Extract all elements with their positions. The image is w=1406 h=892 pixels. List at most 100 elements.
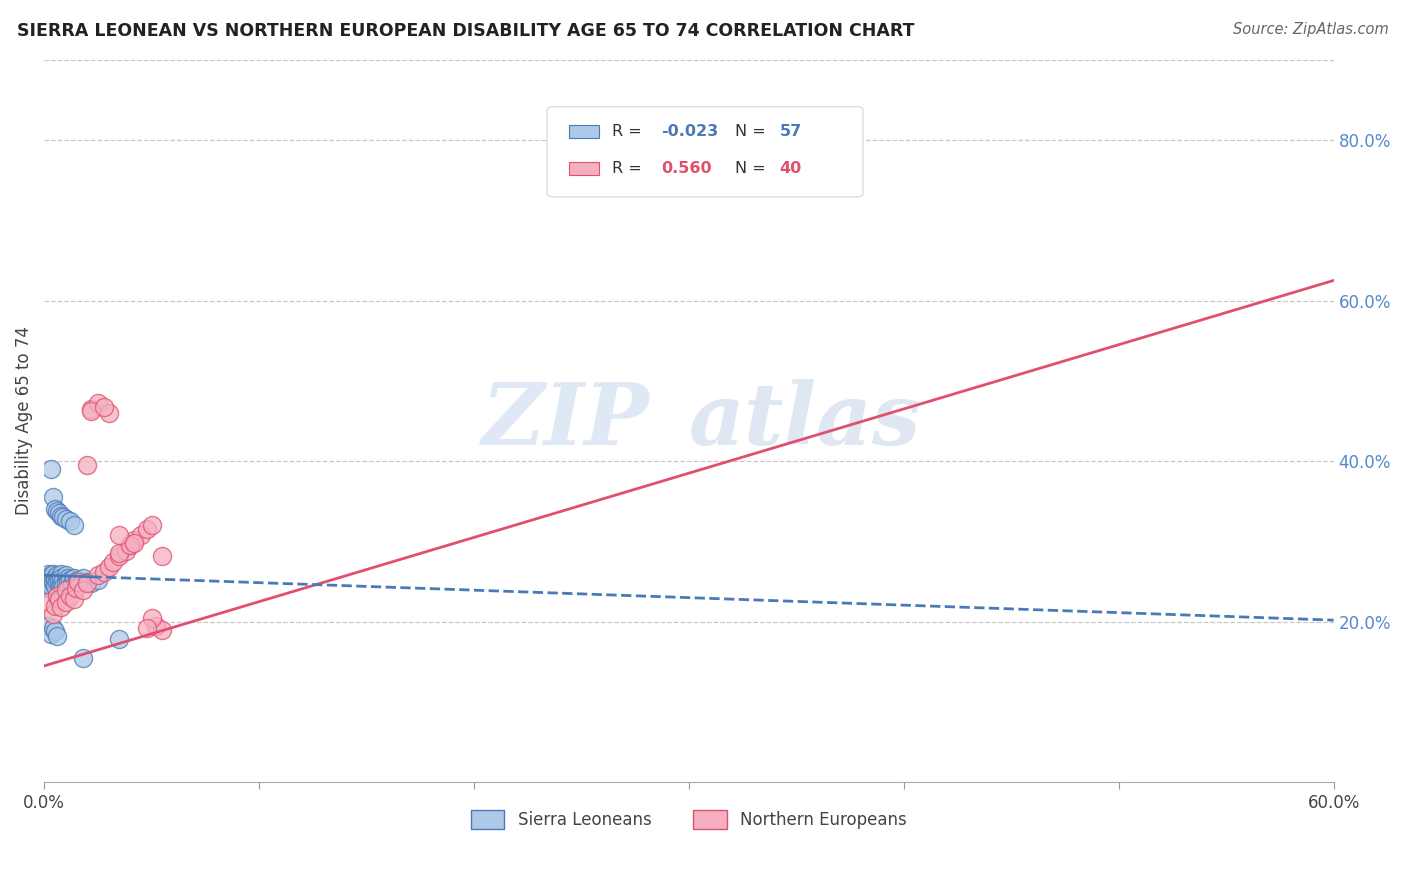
Point xyxy=(39,574,62,589)
Text: atlas: atlas xyxy=(689,379,921,463)
FancyBboxPatch shape xyxy=(547,106,863,197)
Point xyxy=(67,573,90,587)
Point xyxy=(65,581,87,595)
Point xyxy=(39,462,62,476)
Point xyxy=(59,573,82,587)
Point xyxy=(72,571,94,585)
Point xyxy=(63,571,86,585)
Point xyxy=(44,624,66,639)
Point xyxy=(52,510,75,524)
Point xyxy=(120,538,142,552)
Point xyxy=(48,506,70,520)
Point xyxy=(55,582,77,597)
Point xyxy=(48,571,70,585)
Point xyxy=(76,576,98,591)
Point xyxy=(44,573,66,587)
FancyBboxPatch shape xyxy=(569,126,599,138)
Point xyxy=(46,568,69,582)
Point xyxy=(150,549,173,563)
Point xyxy=(108,549,131,563)
Point xyxy=(51,566,73,581)
Point xyxy=(51,571,73,585)
Text: 0.560: 0.560 xyxy=(661,161,711,176)
Y-axis label: Disability Age 65 to 74: Disability Age 65 to 74 xyxy=(15,326,32,516)
Text: 40: 40 xyxy=(780,161,801,176)
Point xyxy=(63,518,86,533)
Point xyxy=(129,528,152,542)
Point xyxy=(39,568,62,582)
Point xyxy=(136,621,159,635)
Point xyxy=(37,581,59,595)
Point xyxy=(120,538,142,552)
FancyBboxPatch shape xyxy=(569,161,599,175)
Point xyxy=(44,599,66,613)
Point xyxy=(63,592,86,607)
Point xyxy=(41,490,63,504)
Point xyxy=(56,571,79,585)
Point xyxy=(80,401,103,416)
Point xyxy=(55,512,77,526)
Text: R =: R = xyxy=(612,161,652,176)
Point xyxy=(37,619,59,633)
Point xyxy=(44,579,66,593)
Point xyxy=(72,651,94,665)
Text: -0.023: -0.023 xyxy=(661,124,718,139)
Text: N =: N = xyxy=(734,124,770,139)
Text: SIERRA LEONEAN VS NORTHERN EUROPEAN DISABILITY AGE 65 TO 74 CORRELATION CHART: SIERRA LEONEAN VS NORTHERN EUROPEAN DISA… xyxy=(17,22,914,40)
Point xyxy=(48,592,70,607)
Point xyxy=(101,554,124,568)
Point xyxy=(46,504,69,518)
Point xyxy=(60,576,83,591)
Point xyxy=(46,574,69,589)
Point xyxy=(141,518,163,533)
Point xyxy=(46,589,69,603)
Point xyxy=(87,396,110,410)
Point xyxy=(87,568,110,582)
Point xyxy=(97,560,120,574)
Point xyxy=(80,404,103,418)
Text: R =: R = xyxy=(612,124,647,139)
Point xyxy=(141,611,163,625)
Legend: Sierra Leoneans, Northern Europeans: Sierra Leoneans, Northern Europeans xyxy=(464,803,914,836)
Point xyxy=(48,576,70,591)
Point xyxy=(37,595,59,609)
Point xyxy=(44,502,66,516)
Point xyxy=(93,400,115,414)
Point xyxy=(87,573,110,587)
Point xyxy=(136,522,159,536)
Point xyxy=(108,546,131,560)
Point xyxy=(76,458,98,472)
Point xyxy=(44,576,66,591)
Point xyxy=(59,514,82,528)
Point xyxy=(41,621,63,635)
Point xyxy=(51,600,73,615)
Point xyxy=(51,508,73,523)
Point xyxy=(150,623,173,637)
Point xyxy=(55,595,77,609)
Text: ZIP: ZIP xyxy=(482,379,650,463)
Point xyxy=(65,574,87,589)
Point xyxy=(67,574,90,589)
Point xyxy=(76,574,98,589)
Point xyxy=(46,629,69,643)
Point xyxy=(37,566,59,581)
Point xyxy=(39,627,62,641)
Point xyxy=(52,579,75,593)
Point xyxy=(124,536,146,550)
Point xyxy=(72,582,94,597)
Point xyxy=(39,571,62,585)
Point xyxy=(108,528,131,542)
Text: Source: ZipAtlas.com: Source: ZipAtlas.com xyxy=(1233,22,1389,37)
Point xyxy=(80,576,103,591)
Point xyxy=(56,574,79,589)
Point xyxy=(108,632,131,647)
Point xyxy=(55,568,77,582)
Point xyxy=(39,579,62,593)
Point xyxy=(114,544,136,558)
Point xyxy=(35,571,58,585)
Point xyxy=(55,576,77,591)
Point xyxy=(37,576,59,591)
Point xyxy=(35,579,58,593)
Point xyxy=(97,406,120,420)
Point xyxy=(48,573,70,587)
